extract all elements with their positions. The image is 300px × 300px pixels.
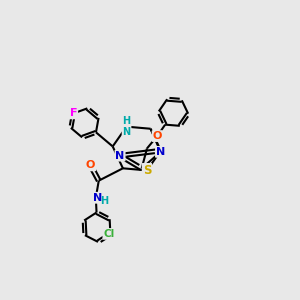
Text: N: N: [156, 147, 165, 157]
Text: N: N: [116, 151, 125, 160]
Text: F: F: [70, 108, 77, 118]
Text: S: S: [143, 164, 151, 177]
Text: H
N: H N: [122, 116, 130, 137]
Text: O: O: [153, 131, 162, 141]
Text: O: O: [86, 160, 95, 170]
Text: H: H: [100, 196, 108, 206]
Text: Cl: Cl: [103, 229, 115, 239]
Text: N: N: [93, 193, 102, 203]
